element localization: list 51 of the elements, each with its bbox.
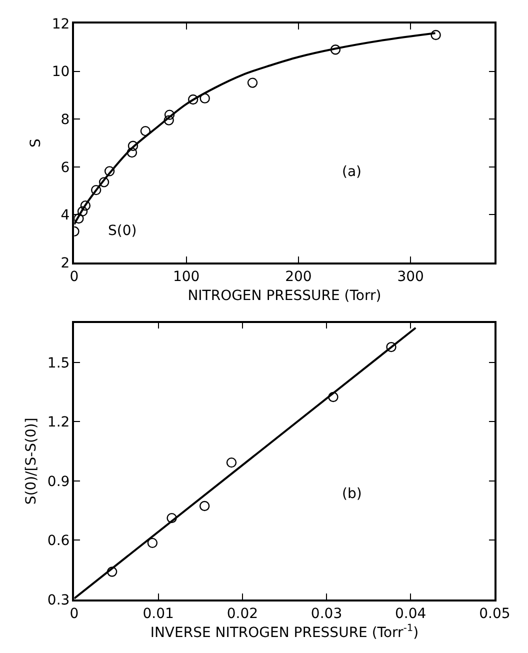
point [77,206,88,216]
point [247,78,258,88]
point [164,115,174,126]
x-axis-title: NITROGEN PRESSURE (Torr) [188,288,382,304]
x-tick-label: 0.02 [226,606,258,622]
point [226,457,237,468]
point [80,200,91,211]
y-tick-label: 2 [60,255,70,272]
x-tick-label: 200 [285,268,312,285]
y-axis-title: S [28,138,44,148]
x-axis-title: INVERSE NITROGEN PRESSURE (Torr$^{-1}$) [150,622,419,641]
point [328,392,338,402]
point [140,126,151,136]
y-tick-label: 0.6 [47,533,70,550]
x-tick-label: 100 [172,268,200,285]
x-tick-label: 0.05 [479,606,510,622]
y-tick-label: 12 [52,16,70,32]
point [128,140,138,151]
y-tick-label: 1.2 [47,414,70,431]
point [330,44,341,55]
y-tick-label: 0.9 [47,474,70,490]
point [430,30,441,40]
y-axis-title: S(0)/[S-S(0)] [24,418,40,505]
point [104,166,115,176]
annotation: (b) [342,486,362,502]
point [199,500,210,512]
x-tick-label: 0.01 [142,606,174,622]
y-tick-label: 8 [60,112,70,128]
x-tick-label: 0.04 [395,606,426,622]
annotation: S(0) [108,223,137,239]
point [91,184,102,196]
x-tick-label: 0 [70,268,79,285]
point [166,512,177,524]
point [188,94,198,105]
y-tick-label: 0.3 [47,592,70,608]
point [164,110,175,120]
x-tick-label: 300 [397,268,424,285]
point [200,93,210,104]
y-tick-label: 6 [60,160,70,176]
y-tick-label: 1.5 [47,355,70,372]
y-tick-label: 10 [52,64,70,80]
x-tick-label: 0.03 [310,606,342,622]
point [147,538,158,548]
point [126,147,138,158]
point [106,566,118,577]
point [74,213,84,224]
y-tick-label: 4 [60,208,70,224]
x-tick-label: 0 [70,606,79,622]
annotation: (a) [342,164,362,180]
point [98,177,110,188]
point [386,342,396,352]
